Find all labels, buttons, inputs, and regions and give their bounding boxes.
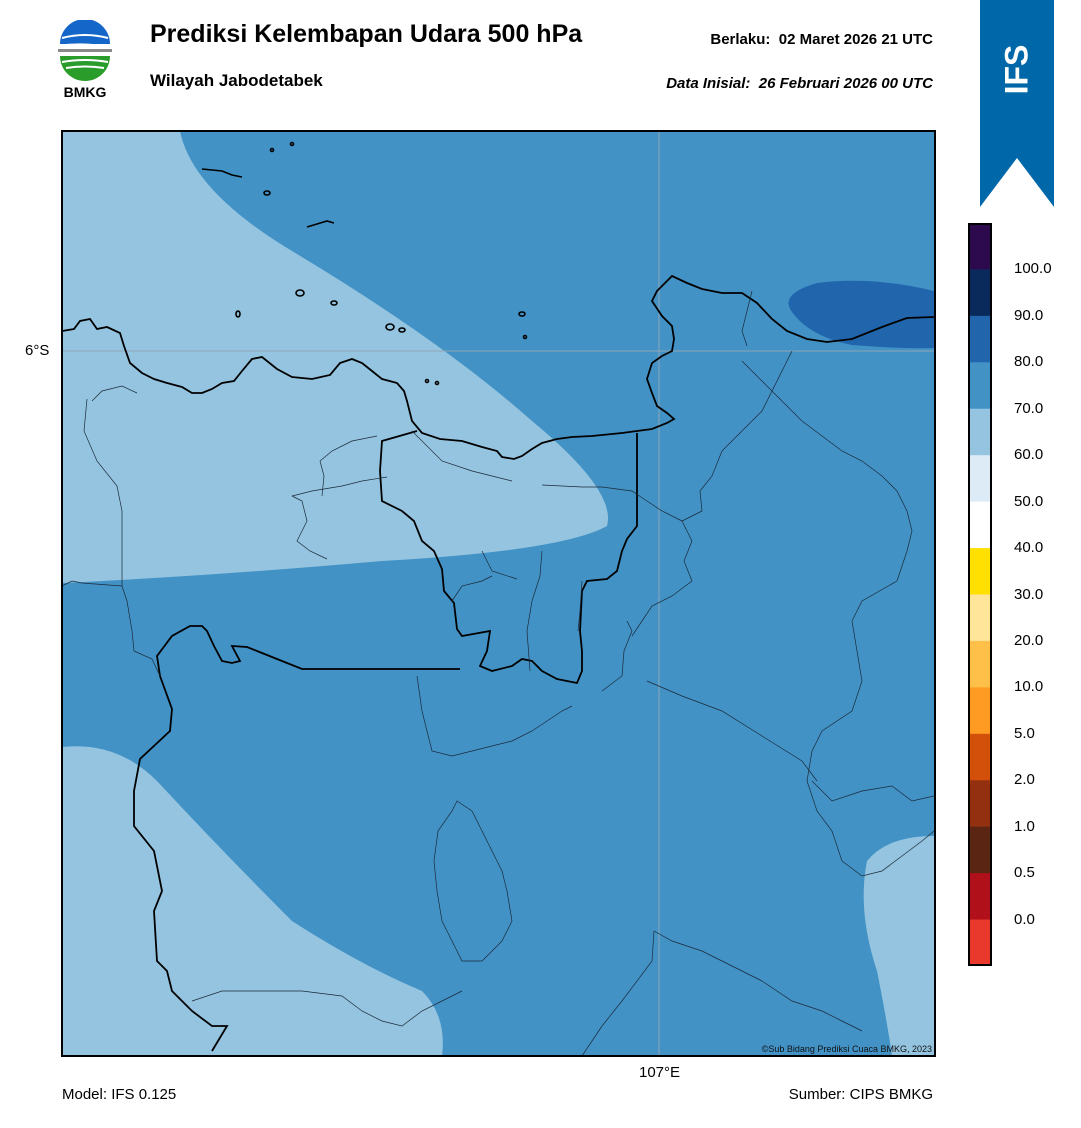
- colorbar-swatch: [968, 594, 992, 642]
- map-subtitle: Wilayah Jabodetabek: [150, 71, 323, 90]
- colorbar-tick-label: 5.0: [1014, 724, 1035, 742]
- colorbar-swatch: [968, 501, 992, 549]
- colorbar-tick-label: 40.0: [1014, 539, 1044, 557]
- colorbar-swatch: [968, 640, 992, 688]
- colorbar-tick-label: 90.0: [1014, 306, 1044, 324]
- colorbar-tick-label: 0.5: [1014, 864, 1035, 882]
- colorbar-tick-label: 1.0: [1014, 817, 1035, 835]
- ifs-badge-icon: [980, 0, 1054, 207]
- model-label: Model: IFS 0.125: [62, 1086, 177, 1103]
- colorbar-tick-label: 20.0: [1014, 631, 1044, 649]
- regency-boundaries: [62, 290, 934, 1056]
- colorbar-tick-label: 30.0: [1014, 585, 1044, 603]
- colorbar-swatch: [968, 873, 992, 921]
- humidity-region-60-70-north: [62, 131, 609, 583]
- colorbar-tick-label: 100.0: [1014, 260, 1052, 278]
- colorbar-swatch: [968, 687, 992, 735]
- colorbar-swatch: [968, 269, 992, 317]
- longitude-label: 107°E: [639, 1064, 681, 1081]
- latitude-label: 6°S: [25, 342, 50, 359]
- colorbar-tick-label: 0.0: [1014, 910, 1035, 928]
- ifs-badge-label: IFS: [998, 44, 1035, 94]
- colorbar-swatch: [968, 223, 992, 270]
- init-label: Data Inisial:: [666, 75, 751, 92]
- valid-time: Berlaku: 02 Maret 2026 21 UTC: [710, 31, 933, 48]
- init-value: 26 Februari 2026 00 UTC: [758, 75, 933, 92]
- colorbar-swatch: [968, 548, 992, 595]
- colorbar-swatch: [968, 362, 992, 410]
- colorbar-swatch: [968, 315, 992, 363]
- humidity-region-60-70-southwest: [62, 746, 443, 1056]
- colorbar-swatch: [968, 733, 992, 781]
- source-label: Sumber: CIPS BMKG: [788, 1086, 933, 1103]
- colorbar-tick-label: 2.0: [1014, 771, 1035, 789]
- logo-text: BMKG: [63, 84, 107, 100]
- valid-value: 02 Maret 2026 21 UTC: [778, 31, 933, 48]
- colorbar-tick-label: 10.0: [1014, 678, 1044, 696]
- colorbar-swatch: [968, 780, 992, 828]
- colorbar-tick-label: 50.0: [1014, 492, 1044, 510]
- colorbar-swatch: [968, 455, 992, 503]
- humidity-region-80-90: [788, 280, 934, 349]
- colorbar: [968, 223, 992, 966]
- valid-label: Berlaku:: [710, 31, 771, 48]
- humidity-region-60-70-southeast: [863, 836, 934, 1056]
- colorbar-tick-label: 70.0: [1014, 399, 1044, 417]
- colorbar-swatch: [968, 408, 992, 456]
- colorbar-swatch: [968, 919, 992, 966]
- humidity-map: [62, 131, 934, 1056]
- init-time: Data Inisial: 26 Februari 2026 00 UTC: [666, 75, 933, 92]
- colorbar-tick-label: 60.0: [1014, 446, 1044, 464]
- colorbar-tick-label: 80.0: [1014, 353, 1044, 371]
- thousand-islands: [201, 141, 528, 386]
- coastline: [62, 274, 934, 460]
- copyright-note: ©Sub Bidang Prediksi Cuaca BMKG, 2023: [761, 1044, 932, 1054]
- map-title: Prediksi Kelembapan Udara 500 hPa: [150, 20, 583, 48]
- province-boundary-jakarta-banten: [379, 430, 638, 685]
- colorbar-swatch: [968, 826, 992, 874]
- bmkg-logo-icon: [52, 19, 118, 102]
